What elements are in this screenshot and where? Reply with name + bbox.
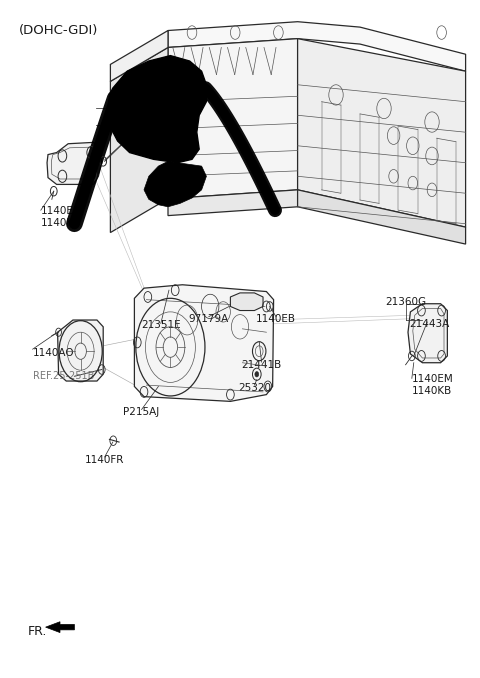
Text: 1140FR: 1140FR <box>85 455 124 464</box>
Text: (DOHC-GDI): (DOHC-GDI) <box>19 24 98 37</box>
Polygon shape <box>110 31 168 81</box>
Polygon shape <box>46 622 74 633</box>
Polygon shape <box>168 39 298 199</box>
Text: 97179A: 97179A <box>189 314 229 323</box>
Text: 1140EB: 1140EB <box>256 314 296 323</box>
Polygon shape <box>168 190 298 216</box>
Polygon shape <box>408 304 447 363</box>
Polygon shape <box>47 142 102 184</box>
Text: 21443A: 21443A <box>409 319 450 329</box>
Text: 21373B: 21373B <box>137 125 177 135</box>
Polygon shape <box>134 285 274 401</box>
Text: 1140AO: 1140AO <box>33 348 74 357</box>
Polygon shape <box>110 47 168 233</box>
Polygon shape <box>144 161 206 207</box>
Polygon shape <box>230 293 263 311</box>
Polygon shape <box>298 190 466 244</box>
Text: 25320: 25320 <box>238 383 271 393</box>
Text: 21441B: 21441B <box>241 360 282 370</box>
Text: FR.: FR. <box>28 625 47 639</box>
Polygon shape <box>168 22 466 71</box>
Text: 1140EM
1140KB: 1140EM 1140KB <box>41 206 83 228</box>
Circle shape <box>255 372 259 377</box>
Text: 1140EM
1140KB: 1140EM 1140KB <box>412 374 454 396</box>
Polygon shape <box>58 320 103 381</box>
Polygon shape <box>108 56 206 163</box>
Text: 21370G: 21370G <box>122 102 164 112</box>
Text: P215AJ: P215AJ <box>123 407 160 417</box>
Text: 21360G: 21360G <box>385 297 426 306</box>
Text: 21351E: 21351E <box>141 321 180 330</box>
Text: REF.25-251B: REF.25-251B <box>33 372 94 381</box>
Polygon shape <box>298 39 466 227</box>
